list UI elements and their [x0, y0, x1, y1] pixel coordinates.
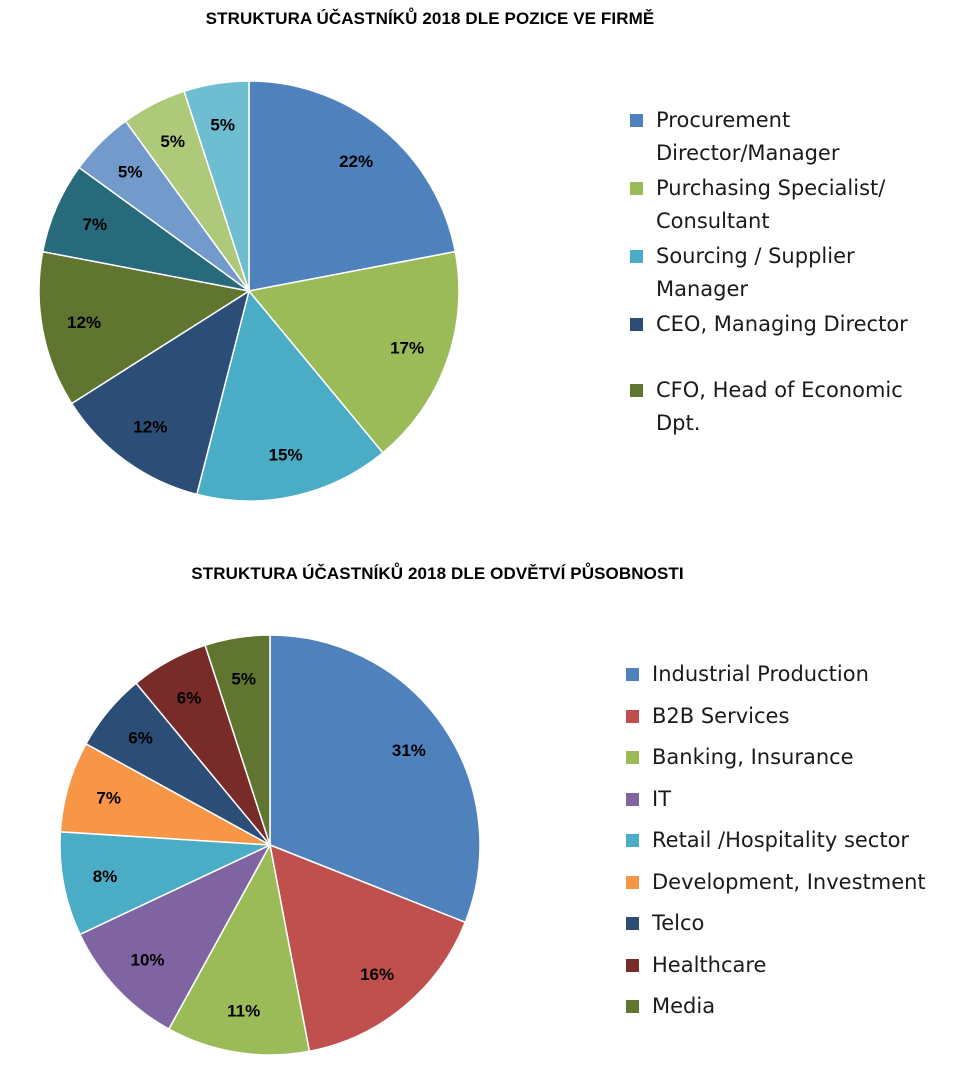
legend-label: CEO, Managing Director [656, 312, 908, 336]
chart-position: STRUKTURA ÚČASTNÍKŮ 2018 DLE POZICE VE F… [0, 0, 960, 530]
slice-label: 12% [67, 313, 101, 332]
legend-entry: Healthcare [626, 945, 956, 987]
chart-title: STRUKTURA ÚČASTNÍKŮ 2018 DLE ODVĚTVÍ PŮS… [191, 564, 684, 583]
legend-label: Development, Investment [652, 869, 926, 894]
pie-slice [78, 843, 272, 1031]
slice-label: 5% [160, 132, 185, 151]
chart-title: STRUKTURA ÚČASTNÍKŮ 2018 DLE POZICE VE F… [205, 9, 655, 28]
legend-swatch [626, 668, 639, 681]
legend-label: Banking, Insurance [652, 745, 854, 769]
legend-label: Telco [652, 911, 705, 935]
legend-label: Procurement Director/Manager [656, 108, 840, 165]
legend-swatch [630, 182, 643, 195]
legend-label: B2B Services [652, 703, 790, 728]
legend-entry: Sourcing / Supplier Manager [630, 240, 930, 306]
legend-swatch [626, 958, 639, 972]
legend-entry: Development, Investment [626, 862, 956, 904]
pie-slice [38, 250, 252, 405]
legend-label: Healthcare [652, 952, 767, 977]
legend: Industrial Production B2B Services Banki… [626, 654, 956, 1028]
slice-label: 17% [390, 338, 424, 357]
slice-label: 7% [83, 215, 108, 234]
legend-swatch [626, 792, 639, 806]
slice-label: 31% [392, 741, 426, 760]
legend-label: Retail /Hospitality sector [652, 828, 910, 852]
legend-entry: B2B Services [626, 696, 956, 738]
legend-swatch [626, 875, 639, 889]
slice-label: 15% [269, 446, 303, 465]
slice-label: 5% [210, 116, 235, 135]
legend-label: IT [652, 786, 672, 811]
legend-entry: Industrial Production [626, 654, 956, 696]
pie-slice [269, 634, 481, 924]
slice-label: 10% [130, 951, 164, 970]
legend-label: Purchasing Specialist/ Consultant [656, 176, 886, 233]
slice-label: 6% [177, 688, 202, 707]
pie-chart: 22% 17% 15% 12% 12% 7% 5% 5% 5% [38, 80, 460, 502]
legend-label: Sourcing / Supplier Manager [656, 244, 855, 301]
pie-slice [269, 843, 467, 1053]
pie-slice [204, 634, 271, 846]
pie-slice [59, 831, 271, 936]
slice-label: 22% [339, 152, 373, 171]
pie-slice [183, 80, 250, 292]
pie-slice [167, 842, 311, 1056]
legend-swatch [630, 250, 643, 263]
slice-label: 16% [360, 965, 394, 984]
legend-entry: CFO, Head of Economic Dpt. [630, 374, 930, 440]
slice-label: 6% [128, 728, 153, 747]
legend-swatch [630, 318, 643, 331]
legend-swatch [626, 751, 639, 764]
slice-label: 11% [227, 1001, 260, 1020]
legend-entry: Banking, Insurance [626, 737, 956, 779]
slice-label: 5% [231, 670, 256, 689]
legend-swatch [626, 917, 639, 930]
legend-label: Media [652, 994, 716, 1018]
legend-label: Industrial Production [652, 662, 869, 686]
legend-swatch [626, 1000, 639, 1013]
pie-slice [248, 80, 457, 292]
slice-label: 12% [133, 417, 167, 436]
legend-entry: IT [626, 779, 956, 821]
legend-entry: Purchasing Specialist/ Consultant [630, 172, 930, 238]
pie-slice [247, 250, 460, 454]
pie-slice [195, 289, 384, 502]
slice-label: 5% [118, 163, 143, 182]
pie-slice [70, 289, 251, 496]
legend-entry: Telco [626, 903, 956, 945]
chart-industry: STRUKTURA ÚČASTNÍKŮ 2018 DLE ODVĚTVÍ PŮS… [0, 540, 960, 1070]
legend-entry: Procurement Director/Manager [630, 104, 930, 170]
slice-label: 8% [93, 867, 118, 886]
slice-label: 7% [96, 789, 121, 808]
legend-swatch [626, 834, 639, 847]
legend: Procurement Director/Manager Purchasing … [630, 104, 930, 442]
legend-entry: CEO, Managing Director [630, 308, 930, 341]
legend-swatch [630, 114, 643, 127]
legend-swatch [630, 384, 643, 397]
legend-entry: Retail /Hospitality sector [626, 820, 956, 862]
legend-label: CFO, Head of Economic Dpt. [656, 378, 903, 435]
pie-chart: 31% 16% 11% 10% 8% 7% 6% 6% 5% [59, 634, 481, 1056]
legend-entry: Media [626, 986, 956, 1028]
legend-swatch [626, 709, 639, 723]
